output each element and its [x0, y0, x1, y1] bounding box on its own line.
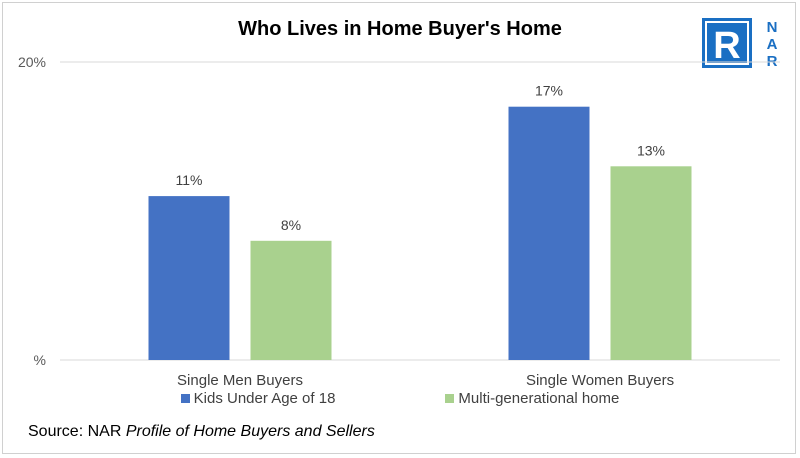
- data-label: 11%: [176, 172, 203, 188]
- category-label: Single Men Buyers: [177, 372, 303, 389]
- legend-label-multigen: Multi-generational home: [458, 390, 620, 407]
- legend-swatch-kids: [180, 394, 190, 403]
- data-label: 13%: [637, 142, 665, 158]
- data-label: 17%: [535, 83, 563, 99]
- legend-item-multigen: Multi-generational home: [445, 390, 619, 407]
- chart-frame: [2, 2, 796, 454]
- nar-logo-letter-a: A: [767, 36, 778, 53]
- source-prefix: Source: NAR: [28, 423, 126, 440]
- legend-label-kids: Kids Under Age of 18: [193, 390, 336, 407]
- legend-item-kids: Kids Under Age of 18: [180, 390, 336, 407]
- category-label: Single Women Buyers: [526, 372, 674, 389]
- data-label: 8%: [281, 217, 301, 233]
- bar: [610, 166, 692, 360]
- y-tick-label: %: [34, 352, 46, 368]
- bar: [250, 240, 332, 360]
- nar-logo-letter-n: N: [767, 19, 778, 36]
- bar: [508, 106, 590, 360]
- legend-swatch-multigen: [445, 394, 455, 403]
- bar: [148, 196, 230, 360]
- source-publication: Profile of Home Buyers and Sellers: [125, 423, 375, 440]
- nar-logo-mark: R: [713, 25, 740, 67]
- source-note: Source: NAR Profile of Home Buyers and S…: [28, 423, 375, 441]
- legend: Kids Under Age of 18 Multi-generational …: [0, 390, 800, 407]
- chart-title: Who Lives in Home Buyer's Home: [238, 18, 562, 40]
- y-tick-label: 20%: [18, 54, 46, 70]
